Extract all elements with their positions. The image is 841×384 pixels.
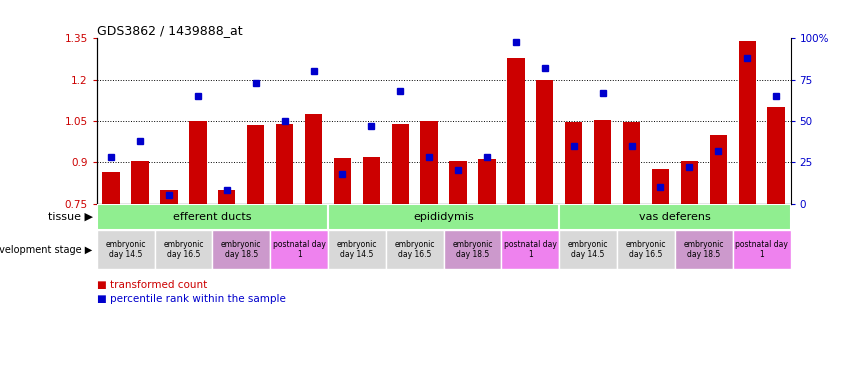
Text: embryonic
day 14.5: embryonic day 14.5 [336, 240, 377, 259]
Text: postnatal day
1: postnatal day 1 [735, 240, 788, 259]
Text: ■ transformed count: ■ transformed count [97, 280, 207, 290]
Bar [386, 230, 443, 269]
Bar [536, 80, 553, 204]
Bar [103, 172, 119, 204]
Bar [449, 161, 467, 204]
Text: embryonic
day 18.5: embryonic day 18.5 [684, 240, 724, 259]
Bar [420, 121, 438, 204]
Bar [594, 119, 611, 204]
Bar [479, 159, 495, 204]
Bar [247, 125, 264, 204]
Bar [559, 230, 617, 269]
Bar [501, 230, 559, 269]
Bar [710, 135, 727, 204]
Bar [680, 161, 698, 204]
Bar [334, 158, 351, 204]
Text: vas deferens: vas deferens [639, 212, 711, 222]
Bar [623, 122, 640, 204]
Bar [507, 58, 525, 204]
Text: embryonic
day 18.5: embryonic day 18.5 [221, 240, 262, 259]
Bar [212, 230, 270, 269]
Bar [652, 169, 669, 204]
Bar [155, 230, 212, 269]
Bar [767, 107, 785, 204]
Bar [97, 204, 328, 230]
Bar [189, 121, 207, 204]
Bar [738, 41, 756, 204]
Bar [161, 190, 177, 204]
Bar [392, 124, 409, 204]
Text: development stage ▶: development stage ▶ [0, 245, 93, 255]
Bar [444, 230, 501, 269]
Bar [328, 204, 559, 230]
Bar [304, 114, 322, 204]
Text: embryonic
day 16.5: embryonic day 16.5 [394, 240, 435, 259]
Text: embryonic
day 14.5: embryonic day 14.5 [568, 240, 608, 259]
Text: ■ percentile rank within the sample: ■ percentile rank within the sample [97, 294, 286, 304]
Text: postnatal day
1: postnatal day 1 [272, 240, 325, 259]
Bar [565, 122, 582, 204]
Bar [131, 161, 149, 204]
Text: efferent ducts: efferent ducts [173, 212, 251, 222]
Text: GDS3862 / 1439888_at: GDS3862 / 1439888_at [97, 24, 242, 37]
Bar [617, 230, 674, 269]
Bar [218, 190, 235, 204]
Bar [97, 230, 155, 269]
Bar [270, 230, 328, 269]
Bar [674, 230, 733, 269]
Text: embryonic
day 14.5: embryonic day 14.5 [105, 240, 145, 259]
Bar [733, 230, 791, 269]
Text: tissue ▶: tissue ▶ [47, 212, 93, 222]
Text: postnatal day
1: postnatal day 1 [504, 240, 557, 259]
Text: embryonic
day 18.5: embryonic day 18.5 [452, 240, 493, 259]
Bar [276, 124, 294, 204]
Text: embryonic
day 16.5: embryonic day 16.5 [163, 240, 204, 259]
Bar [362, 157, 380, 204]
Bar [559, 204, 791, 230]
Bar [328, 230, 386, 269]
Text: embryonic
day 16.5: embryonic day 16.5 [626, 240, 666, 259]
Text: epididymis: epididymis [413, 212, 474, 222]
